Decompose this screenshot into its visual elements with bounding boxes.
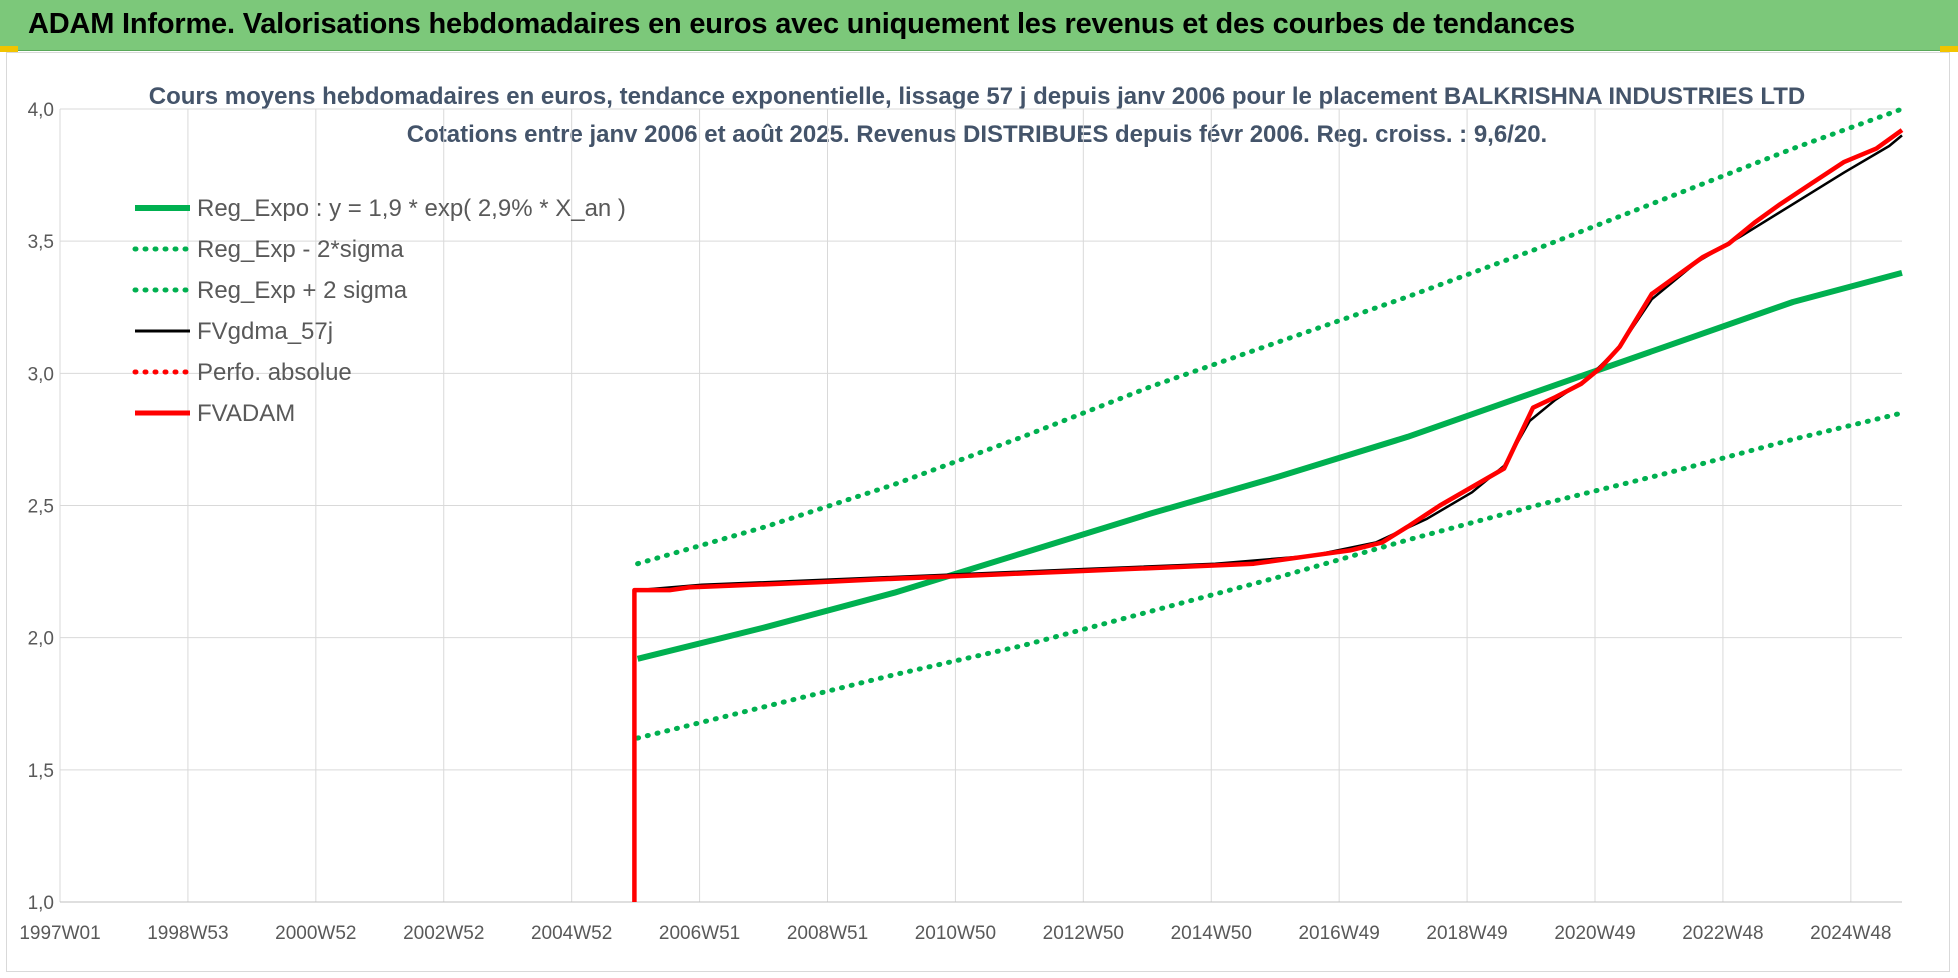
y-tick-label: 3,0 xyxy=(28,364,54,385)
corner-marker-right xyxy=(1940,46,1958,52)
legend-label-1: Reg_Exp - 2*sigma xyxy=(197,236,404,263)
grid xyxy=(59,108,1902,903)
x-tick-label: 2012W50 xyxy=(1043,923,1124,944)
corner-marker-left xyxy=(0,46,18,52)
report-title: ADAM Informe. Valorisations hebdomadaire… xyxy=(28,8,1575,40)
y-tick-label: 2,5 xyxy=(28,497,54,518)
chart-subtitle: Cotations entre janv 2006 et août 2025. … xyxy=(407,121,1547,148)
y-tick-label: 3,5 xyxy=(28,232,54,253)
x-tick-label: 2008W51 xyxy=(787,923,868,944)
x-tick-label: 2018W49 xyxy=(1426,923,1507,944)
chart-title: Cours moyens hebdomadaires en euros, ten… xyxy=(149,83,1805,110)
x-tick-label: 1997W01 xyxy=(19,923,100,944)
legend-label-5: FVADAM xyxy=(197,400,295,427)
x-axis: 1997W01 1998W53 2000W52 2002W52 2004W52 2006W… xyxy=(19,923,1891,944)
x-tick-label: 2022W48 xyxy=(1682,923,1763,944)
y-tick-label: 4,0 xyxy=(28,100,54,121)
x-tick-label: 2000W52 xyxy=(275,923,356,944)
x-tick-label: 2002W52 xyxy=(403,923,484,944)
legend-label-0: Reg_Expo : y = 1,9 * exp( 2,9% * X_an ) xyxy=(197,195,626,222)
series-line-2 xyxy=(635,106,1905,567)
legend-label-2: Reg_Exp + 2 sigma xyxy=(197,277,408,304)
chart-frame xyxy=(6,52,1950,972)
x-tick-label: 2020W49 xyxy=(1554,923,1635,944)
x-tick-label: 2024W48 xyxy=(1810,923,1891,944)
x-tick-label: 2016W49 xyxy=(1298,923,1379,944)
series-line-5 xyxy=(632,128,1904,902)
y-axis: 1,0 1,5 2,0 2,5 3,0 3,5 4,0 xyxy=(28,100,54,914)
y-tick-label: 1,0 xyxy=(28,893,54,914)
report-banner: ADAM Informe. Valorisations hebdomadaire… xyxy=(0,0,1958,51)
legend: Reg_Expo : y = 1,9 * exp( 2,9% * X_an ) R… xyxy=(132,195,626,427)
x-tick-label: 1998W53 xyxy=(147,923,228,944)
series-line-1 xyxy=(635,410,1905,741)
y-tick-label: 2,0 xyxy=(28,629,54,650)
legend-label-4: Perfo. absolue xyxy=(197,359,352,386)
y-tick-label: 1,5 xyxy=(28,761,54,782)
x-tick-label: 2014W50 xyxy=(1171,923,1252,944)
x-tick-label: 2006W51 xyxy=(659,923,740,944)
legend-label-3: FVgdma_57j xyxy=(197,318,333,345)
x-tick-label: 2010W50 xyxy=(915,923,996,944)
series-group xyxy=(632,106,1905,902)
x-tick-label: 2004W52 xyxy=(531,923,612,944)
series-line-0 xyxy=(636,270,1903,662)
